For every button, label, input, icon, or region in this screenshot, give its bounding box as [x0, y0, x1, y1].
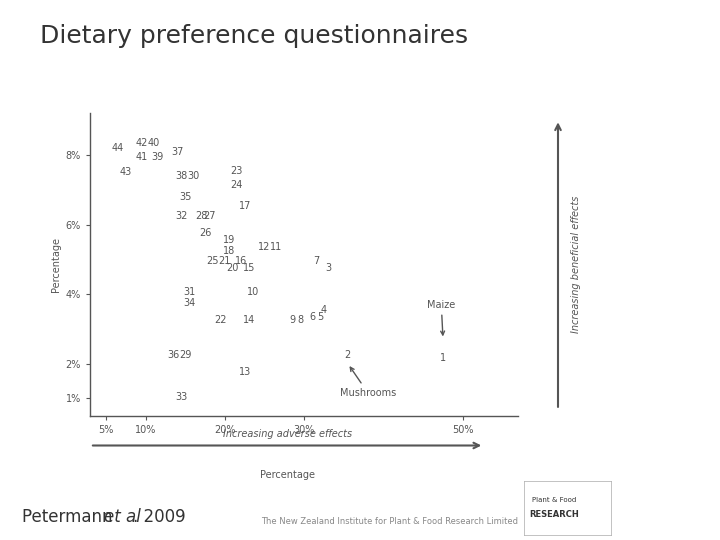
Text: 6: 6	[309, 312, 315, 322]
Text: 35: 35	[179, 192, 192, 202]
Text: 17: 17	[238, 200, 251, 211]
Text: 15: 15	[243, 263, 255, 273]
Text: 36: 36	[167, 350, 179, 360]
Text: 32: 32	[175, 211, 187, 221]
Text: 11: 11	[270, 242, 282, 252]
Text: 12: 12	[258, 242, 271, 252]
Text: 4: 4	[321, 305, 327, 315]
Text: 7: 7	[313, 256, 319, 266]
Text: 3: 3	[325, 263, 331, 273]
Text: 1: 1	[440, 354, 446, 363]
Text: 19: 19	[222, 235, 235, 245]
Text: . 2009: . 2009	[133, 508, 186, 525]
Text: 10: 10	[246, 287, 258, 298]
Text: 44: 44	[112, 143, 124, 153]
Text: Increasing beneficial effects: Increasing beneficial effects	[571, 196, 581, 333]
Text: Dietary preference questionnaires: Dietary preference questionnaires	[40, 24, 468, 48]
Text: 38: 38	[175, 171, 187, 181]
Text: 23: 23	[230, 166, 243, 176]
Y-axis label: Percentage: Percentage	[51, 237, 61, 292]
Text: Petermann: Petermann	[22, 508, 117, 525]
Text: 22: 22	[215, 315, 227, 325]
Text: 21: 21	[219, 256, 231, 266]
Text: 40: 40	[148, 138, 160, 148]
Text: 41: 41	[135, 152, 148, 162]
Text: 13: 13	[238, 367, 251, 377]
Text: 25: 25	[207, 256, 219, 266]
Text: 30: 30	[187, 171, 199, 181]
Text: 27: 27	[203, 211, 215, 221]
Text: 14: 14	[243, 315, 255, 325]
Text: 33: 33	[175, 392, 187, 402]
Text: 39: 39	[151, 152, 163, 162]
Text: 37: 37	[171, 147, 184, 157]
Text: 2: 2	[345, 350, 351, 360]
Text: 18: 18	[222, 246, 235, 256]
Text: Plant & Food: Plant & Food	[532, 496, 577, 503]
Text: The New Zealand Institute for Plant & Food Research Limited: The New Zealand Institute for Plant & Fo…	[261, 517, 518, 526]
Text: 31: 31	[183, 287, 195, 298]
Text: 34: 34	[183, 298, 195, 308]
Text: Percentage: Percentage	[260, 470, 315, 480]
Text: 29: 29	[179, 350, 192, 360]
Text: Increasing adverse effects: Increasing adverse effects	[222, 429, 351, 439]
Text: Mushrooms: Mushrooms	[340, 367, 396, 398]
Text: RESEARCH: RESEARCH	[529, 510, 580, 518]
Text: 5: 5	[317, 312, 323, 322]
Text: 42: 42	[135, 138, 148, 148]
Text: 20: 20	[227, 263, 239, 273]
Text: et al: et al	[104, 508, 141, 525]
Text: 8: 8	[297, 315, 303, 325]
Text: 16: 16	[235, 256, 247, 266]
Text: 28: 28	[195, 211, 207, 221]
Text: 43: 43	[120, 167, 132, 178]
Text: Maize: Maize	[427, 300, 456, 335]
Text: 24: 24	[230, 180, 243, 190]
Text: 9: 9	[289, 315, 295, 325]
Text: 26: 26	[199, 228, 211, 238]
